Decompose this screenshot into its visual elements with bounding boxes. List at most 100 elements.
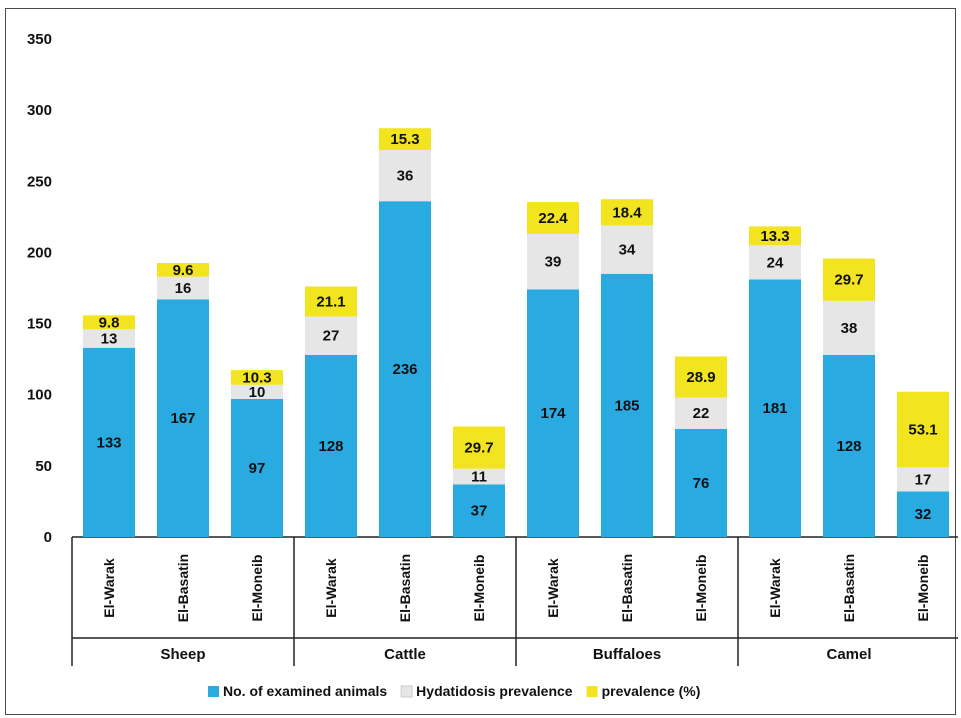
bar-segment [823, 300, 875, 355]
data-label: 133 [96, 434, 121, 451]
bar-segment [749, 245, 801, 280]
x-category-label: El-Basatin [397, 554, 413, 622]
data-label: 34 [619, 242, 636, 259]
bar-segment [897, 467, 949, 492]
data-label: 24 [767, 254, 784, 271]
data-label: 29.7 [834, 272, 863, 289]
bar-segment [305, 286, 357, 317]
bar-segment [83, 329, 135, 348]
data-label: 32 [915, 506, 932, 523]
x-group-label: Camel [826, 646, 871, 663]
y-tick-label: 250 [27, 173, 52, 190]
x-category-label: El-Warak [101, 558, 117, 618]
x-category-label: El-Warak [767, 558, 783, 618]
y-tick-label: 150 [27, 316, 52, 333]
data-label: 53.1 [908, 422, 937, 439]
data-label: 36 [397, 168, 414, 185]
data-label: 185 [614, 397, 639, 414]
data-label: 38 [841, 320, 858, 337]
legend-swatch [208, 686, 219, 697]
bar-segment [83, 347, 135, 537]
data-label: 21.1 [316, 293, 345, 310]
data-label: 13.3 [760, 228, 789, 245]
x-category-label: El-Moneib [915, 555, 931, 622]
bar-segment [83, 315, 135, 330]
bar-segment [379, 201, 431, 537]
bar-segment [157, 276, 209, 300]
data-label: 9.6 [173, 262, 194, 279]
bar-segment [453, 468, 505, 485]
data-label: 9.8 [99, 314, 120, 331]
bar-segment [379, 149, 431, 202]
data-label: 37 [471, 503, 488, 520]
data-label: 13 [101, 331, 118, 348]
y-tick-label: 50 [35, 458, 52, 475]
bar-segment [601, 225, 653, 274]
y-tick-label: 0 [44, 529, 52, 546]
bar-segment [527, 233, 579, 290]
data-label: 22 [693, 405, 710, 422]
y-tick-label: 350 [27, 31, 52, 48]
data-label: 10 [249, 384, 266, 401]
bar-segment [897, 391, 949, 468]
bar-segment [823, 258, 875, 301]
x-group-label: Sheep [160, 646, 205, 663]
legend-swatch [400, 685, 413, 698]
bar-segment [675, 397, 727, 429]
data-label: 76 [693, 475, 710, 492]
data-label: 27 [323, 328, 340, 345]
legend-swatch [586, 686, 598, 697]
data-label: 17 [915, 471, 932, 488]
data-label: 10.3 [242, 369, 271, 386]
bar-segment [231, 398, 283, 537]
bar-segment [231, 384, 283, 399]
data-label: 28.9 [686, 369, 715, 386]
x-category-label: El-Basatin [841, 554, 857, 622]
bar-segment [749, 279, 801, 537]
bar-segment [379, 128, 431, 150]
x-category-label: El-Warak [323, 558, 339, 618]
bar-segment [749, 226, 801, 246]
bar-segment [453, 484, 505, 537]
chart-frame [5, 8, 956, 715]
data-label: 15.3 [390, 131, 419, 148]
data-label: 97 [249, 460, 266, 477]
bar-segment [157, 262, 209, 277]
data-label: 22.4 [538, 210, 568, 227]
legend-label: prevalence (%) [602, 683, 701, 699]
bar-segment [157, 299, 209, 537]
x-category-label: El-Basatin [175, 554, 191, 622]
bar-segment [675, 428, 727, 537]
bar-segment [675, 356, 727, 398]
data-label: 236 [392, 361, 417, 378]
bar-segment [601, 199, 653, 226]
bar-segment [897, 491, 949, 537]
bar-segment [527, 289, 579, 537]
legend-label: Hydatidosis prevalence [416, 683, 573, 699]
y-tick-label: 200 [27, 244, 52, 261]
y-tick-label: 100 [27, 387, 52, 404]
data-label: 39 [545, 254, 562, 271]
bar-segment [453, 426, 505, 469]
bar-segment [231, 370, 283, 385]
data-label: 181 [762, 400, 787, 417]
x-group-label: Cattle [384, 646, 426, 663]
x-category-label: El-Moneib [471, 555, 487, 622]
bar-segment [305, 316, 357, 355]
bar-segment [527, 202, 579, 234]
x-category-label: El-Moneib [693, 555, 709, 622]
x-group-label: Buffaloes [593, 646, 661, 663]
data-label: 167 [170, 410, 195, 427]
bar-segment [305, 354, 357, 537]
x-category-label: El-Warak [545, 558, 561, 618]
data-label: 128 [836, 438, 861, 455]
data-label: 174 [540, 405, 566, 422]
x-category-label: El-Basatin [619, 554, 635, 622]
y-tick-label: 300 [27, 102, 52, 119]
x-category-label: El-Moneib [249, 555, 265, 622]
data-label: 128 [318, 438, 343, 455]
bar-segment [823, 354, 875, 537]
data-label: 18.4 [612, 204, 642, 221]
data-label: 11 [471, 469, 487, 486]
